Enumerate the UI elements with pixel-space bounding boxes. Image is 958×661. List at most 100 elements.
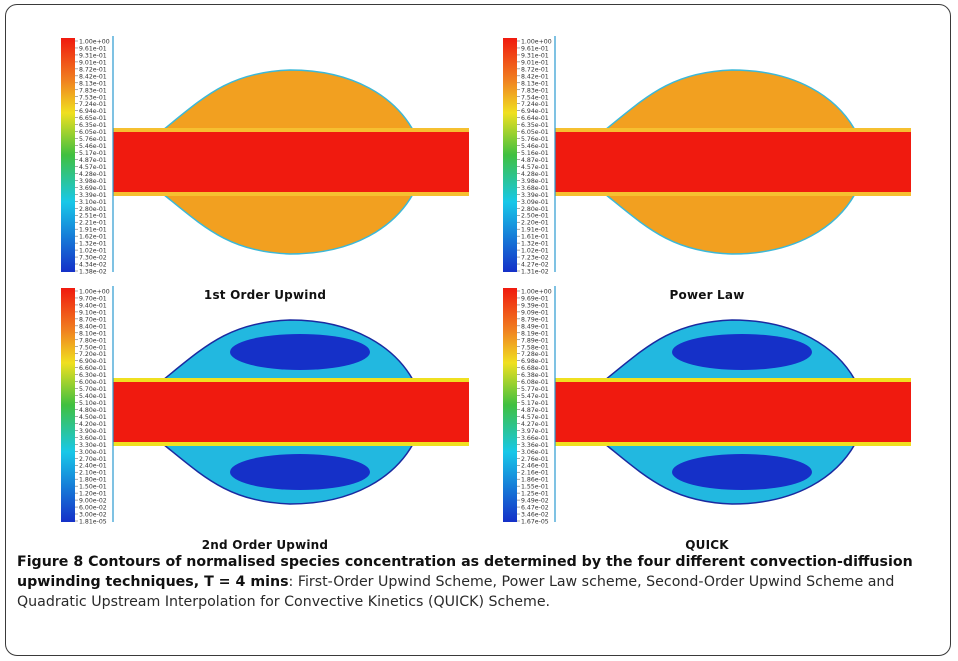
channel-core <box>555 132 911 192</box>
colorbar-tick-label: 8.70e-01 <box>79 316 107 323</box>
colorbar-tick-label: 1.91e-01 <box>79 227 107 234</box>
colorbar-tick-label: 3.60e-01 <box>79 435 107 442</box>
colorbar-tick-label: 6.60e-01 <box>79 365 107 372</box>
colorbar-tick-label: 8.72e-01 <box>521 66 549 73</box>
colorbar-tick-label: 7.50e-01 <box>79 344 107 351</box>
recirculation-zone-top <box>672 334 812 370</box>
colorbar-tick-label: 8.13e-01 <box>521 80 549 87</box>
colorbar <box>61 288 75 522</box>
colorbar-tick-label: 9.10e-01 <box>79 309 107 316</box>
colorbar-tick-label: 4.27e-02 <box>521 262 549 269</box>
colorbar-tick-label: 1.00e+00 <box>521 39 552 46</box>
colorbar-tick-label: 6.94e-01 <box>521 108 549 115</box>
panel-label: 1st Order Upwind <box>203 288 327 302</box>
panel-label: Power Law <box>669 288 745 302</box>
colorbar <box>61 38 75 272</box>
colorbar-tick-label: 2.20e-01 <box>521 220 549 227</box>
colorbar-tick-label: 7.24e-01 <box>79 101 107 108</box>
colorbar-tick-label: 2.46e-01 <box>521 463 549 470</box>
contour-plot-power-law: 1.00e+009.61e-019.31e-019.01e-018.72e-01… <box>503 36 911 276</box>
colorbar-tick-label: 3.00e-02 <box>79 512 107 519</box>
colorbar <box>503 288 517 522</box>
colorbar-tick-label: 2.80e-01 <box>521 206 549 213</box>
colorbar-tick-label: 1.61e-01 <box>521 234 549 241</box>
colorbar-tick-label: 1.62e-01 <box>79 234 107 241</box>
colorbar-tick-label: 1.55e-01 <box>521 484 549 491</box>
colorbar-tick-label: 6.05e-01 <box>521 129 549 136</box>
colorbar-tick-label: 4.57e-01 <box>79 164 107 171</box>
colorbar-tick-label: 9.09e-01 <box>521 309 549 316</box>
colorbar-tick-label: 6.98e-01 <box>521 358 549 365</box>
colorbar-tick-label: 3.46e-02 <box>521 512 549 519</box>
colorbar-tick-label: 9.31e-01 <box>521 52 549 59</box>
colorbar-tick-label: 1.00e+00 <box>79 289 110 296</box>
colorbar-tick-label: 1.81e-05 <box>79 519 107 526</box>
colorbar-tick-label: 1.25e-01 <box>521 491 549 498</box>
colorbar-tick-label: 1.50e-01 <box>79 484 107 491</box>
colorbar-tick-label: 2.40e-01 <box>79 463 107 470</box>
colorbar-tick-label: 6.30e-01 <box>79 372 107 379</box>
recirculation-zone-bottom <box>672 454 812 490</box>
colorbar-tick-label: 9.49e-02 <box>521 498 549 505</box>
colorbar-tick-label: 7.30e-02 <box>79 255 107 262</box>
colorbar-tick-label: 7.80e-01 <box>79 337 107 344</box>
colorbar-tick-label: 5.70e-01 <box>79 386 107 393</box>
colorbar-tick-label: 8.19e-01 <box>521 330 549 337</box>
colorbar-tick-label: 3.06e-01 <box>521 449 549 456</box>
colorbar-tick-label: 9.01e-01 <box>79 59 107 66</box>
colorbar-tick-label: 7.53e-01 <box>79 94 107 101</box>
colorbar-tick-label: 3.98e-01 <box>79 178 107 185</box>
colorbar-tick-label: 3.90e-01 <box>79 428 107 435</box>
colorbar-tick-label: 8.13e-01 <box>79 80 107 87</box>
colorbar-tick-label: 5.47e-01 <box>521 393 549 400</box>
colorbar-tick-label: 9.61e-01 <box>79 45 107 52</box>
colorbar-tick-label: 1.31e-02 <box>521 269 549 276</box>
colorbar-tick-label: 6.90e-01 <box>79 358 107 365</box>
colorbar-tick-label: 6.05e-01 <box>79 129 107 136</box>
colorbar-tick-label: 7.83e-01 <box>79 87 107 94</box>
colorbar-tick-label: 4.27e-01 <box>521 421 549 428</box>
figure-frame <box>5 4 951 656</box>
colorbar-tick-label: 3.30e-01 <box>79 442 107 449</box>
colorbar-tick-label: 2.16e-01 <box>521 470 549 477</box>
caption-body: : First-Order Upwind Scheme, Power Law s… <box>17 574 895 610</box>
colorbar-tick-label: 8.72e-01 <box>79 66 107 73</box>
colorbar-tick-label: 9.69e-01 <box>521 295 549 302</box>
colorbar-tick-label: 5.10e-01 <box>79 400 107 407</box>
colorbar-tick-label: 6.68e-01 <box>521 365 549 372</box>
colorbar-tick-label: 5.17e-01 <box>79 150 107 157</box>
colorbar-tick-label: 1.32e-01 <box>521 241 549 248</box>
colorbar-tick-label: 7.24e-01 <box>521 101 549 108</box>
colorbar-tick-label: 5.17e-01 <box>521 400 549 407</box>
colorbar-tick-label: 4.34e-02 <box>79 262 107 269</box>
contour-plot-quick: 1.00e+009.69e-019.39e-019.09e-018.79e-01… <box>503 286 911 526</box>
colorbar-tick-label: 1.38e-02 <box>79 269 107 276</box>
colorbar-tick-label: 1.20e-01 <box>79 491 107 498</box>
contour-plot-1st-order-upwind: 1.00e+009.61e-019.31e-019.01e-018.72e-01… <box>61 36 469 276</box>
colorbar-tick-label: 9.39e-01 <box>521 302 549 309</box>
colorbar-tick-label: 1.80e-01 <box>79 477 107 484</box>
colorbar-tick-label: 7.28e-01 <box>521 351 549 358</box>
colorbar-tick-label: 9.31e-01 <box>79 52 107 59</box>
colorbar-tick-label: 3.36e-01 <box>521 442 549 449</box>
colorbar-tick-label: 4.87e-01 <box>521 407 549 414</box>
colorbar-tick-label: 2.70e-01 <box>79 456 107 463</box>
colorbar-tick-label: 7.58e-01 <box>521 344 549 351</box>
channel-core <box>113 132 469 192</box>
colorbar-tick-label: 8.79e-01 <box>521 316 549 323</box>
colorbar-tick-label: 6.00e-02 <box>79 505 107 512</box>
colorbar-tick-label: 5.16e-01 <box>521 150 549 157</box>
recirculation-zone-top <box>230 334 370 370</box>
colorbar-tick-label: 4.57e-01 <box>521 164 549 171</box>
colorbar-tick-label: 5.46e-01 <box>521 143 549 150</box>
colorbar-tick-label: 8.40e-01 <box>79 323 107 330</box>
channel-core <box>113 382 469 442</box>
colorbar-tick-label: 3.97e-01 <box>521 428 549 435</box>
colorbar-tick-label: 6.65e-01 <box>79 115 107 122</box>
colorbar <box>503 38 517 272</box>
colorbar-tick-label: 1.02e-01 <box>521 248 549 255</box>
colorbar-tick-label: 9.70e-01 <box>79 295 107 302</box>
colorbar-tick-label: 5.76e-01 <box>521 136 549 143</box>
colorbar-tick-label: 1.00e+00 <box>521 289 552 296</box>
recirculation-zone-bottom <box>230 454 370 490</box>
